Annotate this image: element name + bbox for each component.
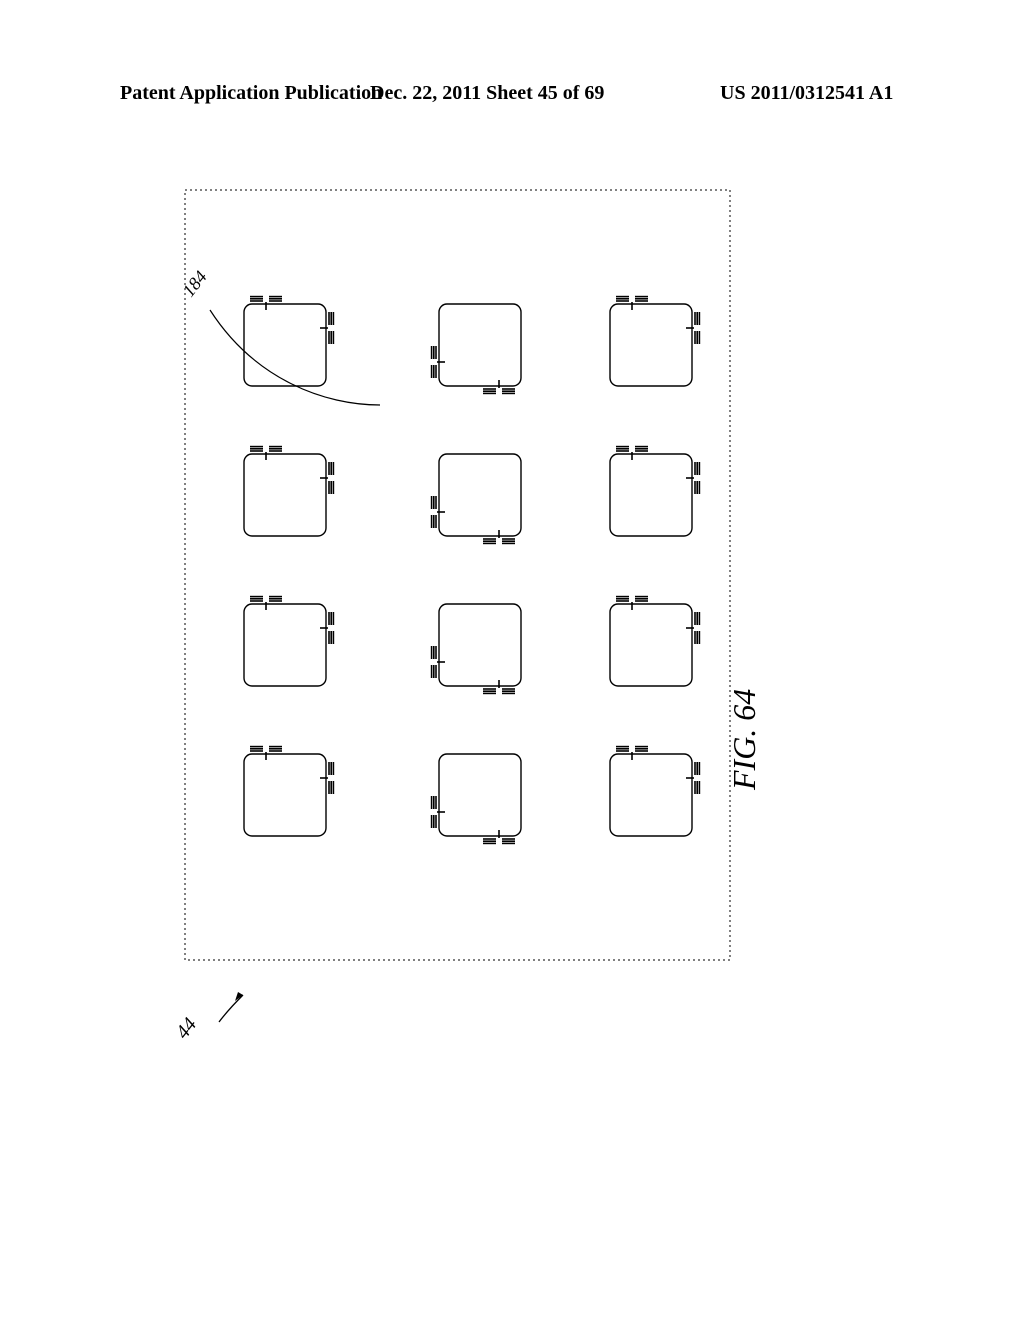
loc-component (610, 447, 699, 536)
connector-side (320, 312, 333, 344)
connector-top (250, 597, 282, 610)
arrow-44 (219, 995, 243, 1022)
connector-side (320, 612, 333, 644)
connector-top (250, 447, 282, 460)
component-body (439, 604, 521, 686)
connector-top (483, 680, 515, 693)
connector-side (686, 762, 699, 794)
leader-184 (210, 310, 380, 405)
connector-side (686, 462, 699, 494)
connector-top (250, 297, 282, 310)
patent-figure-svg: 184 44 FIG. 64 (165, 170, 885, 1170)
label-ref44: 44 (172, 1014, 202, 1043)
loc-component (244, 747, 333, 836)
component-body (610, 604, 692, 686)
header-right: US 2011/0312541 A1 (720, 82, 893, 105)
loc-component (610, 747, 699, 836)
component-body (610, 304, 692, 386)
loc-component (244, 447, 333, 536)
loc-component (244, 297, 333, 386)
component-body (439, 304, 521, 386)
connector-top (250, 747, 282, 760)
component-body (439, 754, 521, 836)
loc-component (432, 604, 521, 693)
loc-component (432, 304, 521, 393)
component-body (244, 454, 326, 536)
loc-component (432, 754, 521, 843)
header-center: Dec. 22, 2011 Sheet 45 of 69 (370, 82, 604, 105)
connector-top (616, 597, 648, 610)
connector-side (320, 462, 333, 494)
connector-top (616, 447, 648, 460)
connector-top (616, 297, 648, 310)
loc-component (610, 597, 699, 686)
component-body (244, 304, 326, 386)
connector-top (483, 530, 515, 543)
component-body (610, 754, 692, 836)
connector-side (686, 612, 699, 644)
connector-top (483, 830, 515, 843)
loc-component (244, 597, 333, 686)
loc-component (432, 454, 521, 543)
component-body (244, 604, 326, 686)
connector-top (616, 747, 648, 760)
connector-side (432, 796, 445, 828)
header-left: Patent Application Publication (120, 82, 382, 105)
label-figure: FIG. 64 (726, 689, 762, 791)
component-body (610, 454, 692, 536)
component-body (244, 754, 326, 836)
figure-area: 184 44 FIG. 64 (165, 170, 885, 1170)
component-body (439, 454, 521, 536)
connector-side (320, 762, 333, 794)
connector-side (432, 346, 445, 378)
connector-side (686, 312, 699, 344)
loc-component (610, 297, 699, 386)
label-ref184: 184 (178, 267, 210, 301)
connector-side (432, 496, 445, 528)
connector-side (432, 646, 445, 678)
connector-top (483, 380, 515, 393)
